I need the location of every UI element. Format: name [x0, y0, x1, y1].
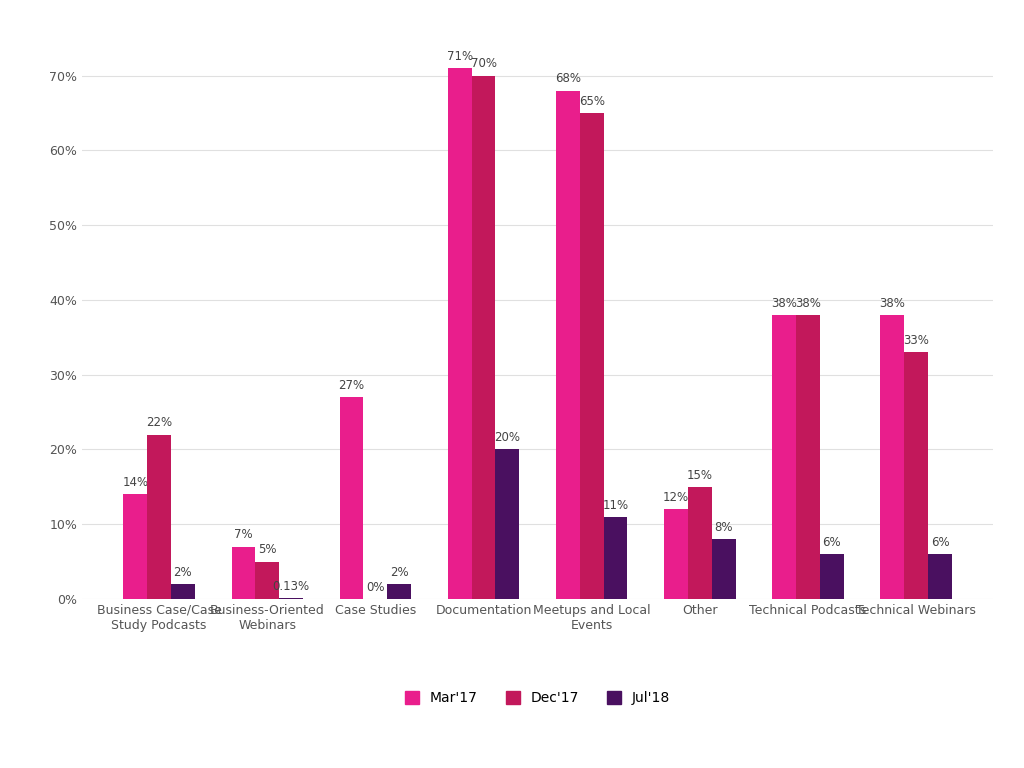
- Bar: [820, 554, 844, 599]
- Text: 68%: 68%: [555, 72, 581, 85]
- Text: 12%: 12%: [663, 491, 689, 504]
- Bar: [904, 353, 928, 599]
- Text: 8%: 8%: [715, 521, 733, 534]
- Text: 33%: 33%: [903, 334, 929, 347]
- Text: 38%: 38%: [795, 296, 821, 310]
- Bar: [772, 315, 796, 599]
- Text: 70%: 70%: [470, 58, 497, 71]
- Bar: [712, 539, 735, 599]
- Text: 2%: 2%: [173, 566, 193, 579]
- Bar: [280, 598, 303, 599]
- Text: 38%: 38%: [880, 296, 905, 310]
- Bar: [603, 517, 628, 599]
- Text: 14%: 14%: [122, 476, 148, 489]
- Text: 6%: 6%: [931, 536, 949, 549]
- Bar: [796, 315, 820, 599]
- Bar: [447, 68, 472, 599]
- Bar: [387, 584, 411, 599]
- Text: 5%: 5%: [258, 544, 276, 556]
- Bar: [496, 449, 519, 599]
- Bar: [171, 584, 195, 599]
- Bar: [472, 75, 496, 599]
- Legend: Mar'17, Dec'17, Jul'18: Mar'17, Dec'17, Jul'18: [399, 686, 676, 710]
- Text: 20%: 20%: [495, 432, 520, 444]
- Text: 2%: 2%: [390, 566, 409, 579]
- Bar: [123, 495, 147, 599]
- Text: 65%: 65%: [579, 94, 605, 108]
- Text: 6%: 6%: [822, 536, 841, 549]
- Bar: [340, 397, 364, 599]
- Text: 38%: 38%: [771, 296, 797, 310]
- Bar: [147, 435, 171, 599]
- Text: 11%: 11%: [602, 498, 629, 511]
- Bar: [231, 547, 255, 599]
- Text: 0%: 0%: [367, 581, 385, 594]
- Text: 71%: 71%: [446, 50, 473, 63]
- Bar: [881, 315, 904, 599]
- Text: 7%: 7%: [234, 528, 253, 541]
- Bar: [665, 509, 688, 599]
- Bar: [928, 554, 952, 599]
- Bar: [556, 91, 580, 599]
- Text: 15%: 15%: [687, 468, 713, 482]
- Text: 22%: 22%: [146, 416, 172, 429]
- Bar: [255, 561, 280, 599]
- Bar: [688, 487, 712, 599]
- Bar: [580, 113, 603, 599]
- Text: 27%: 27%: [339, 379, 365, 392]
- Text: 0.13%: 0.13%: [272, 580, 309, 593]
